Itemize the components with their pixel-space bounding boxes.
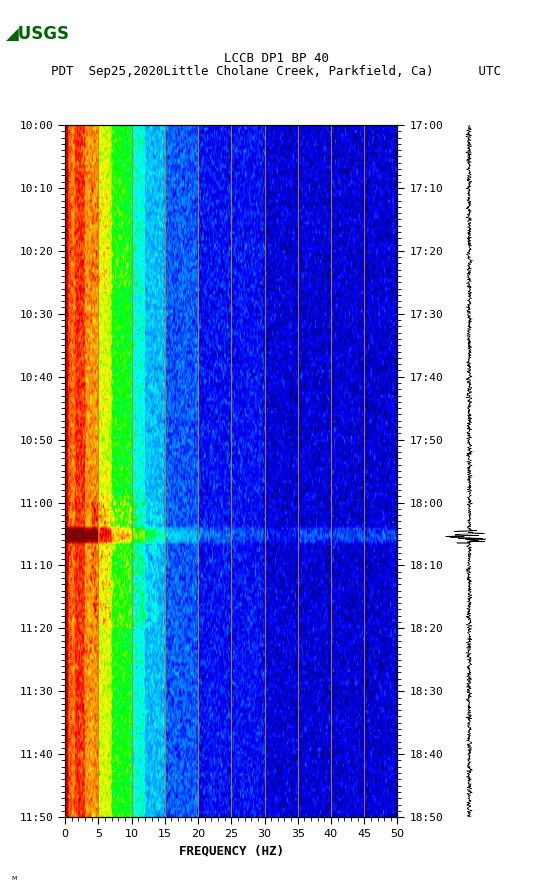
Text: ᴹ: ᴹ [11, 876, 17, 886]
Text: LCCB DP1 BP 40: LCCB DP1 BP 40 [224, 52, 328, 64]
X-axis label: FREQUENCY (HZ): FREQUENCY (HZ) [179, 845, 284, 857]
Text: ◢USGS: ◢USGS [6, 25, 70, 43]
Text: PDT  Sep25,2020Little Cholane Creek, Parkfield, Ca)      UTC: PDT Sep25,2020Little Cholane Creek, Park… [51, 65, 501, 78]
